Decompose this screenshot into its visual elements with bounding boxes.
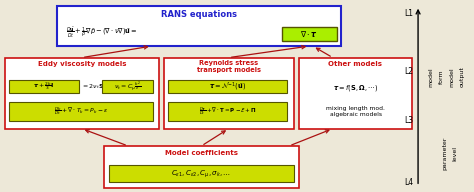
Text: RANS equations: RANS equations (161, 10, 237, 19)
Bar (102, 80, 153, 93)
Bar (57, 6, 341, 46)
Text: $\frac{D\bar{\mathbf{u}}}{Dt} + \frac{1}{\rho}\nabla\bar{p} - (\nabla \cdot \nu\: $\frac{D\bar{\mathbf{u}}}{Dt} + \frac{1}… (66, 25, 138, 40)
Text: Other models: Other models (328, 61, 383, 67)
Bar (168, 80, 287, 93)
Text: output: output (460, 66, 465, 87)
Text: form: form (439, 70, 444, 84)
Text: L3: L3 (404, 117, 413, 125)
Text: L4: L4 (404, 178, 413, 187)
Bar (9, 80, 79, 93)
Text: model: model (429, 67, 434, 87)
Bar (282, 27, 337, 41)
Bar (9, 102, 153, 121)
Text: $\nabla \cdot \boldsymbol{\tau}$: $\nabla \cdot \boldsymbol{\tau}$ (301, 30, 318, 39)
Text: $\boldsymbol{\tau} = f(\mathbf{S}, \boldsymbol{\Omega}, \cdots)$: $\boldsymbol{\tau} = f(\mathbf{S}, \bold… (333, 83, 378, 93)
Bar (104, 146, 299, 188)
Text: $\frac{Dk}{Dt} + \nabla \cdot T_k = P_k - \varepsilon$: $\frac{Dk}{Dt} + \nabla \cdot T_k = P_k … (54, 105, 108, 117)
Text: $\frac{D\boldsymbol{\tau}}{Dt} + \nabla \cdot \mathbf{T} = \mathbf{P} - \boldsym: $\frac{D\boldsymbol{\tau}}{Dt} + \nabla … (199, 105, 256, 117)
Bar (168, 102, 287, 121)
Text: $\nu_t = C_\mu\frac{k^2}{\varepsilon}$: $\nu_t = C_\mu\frac{k^2}{\varepsilon}$ (114, 79, 141, 94)
Text: Model coefficients: Model coefficients (165, 150, 238, 156)
Text: $= 2\nu_t\mathbf{S}$: $= 2\nu_t\mathbf{S}$ (81, 82, 104, 91)
Text: parameter: parameter (442, 137, 447, 170)
Text: mixing length mod.
algebraic models: mixing length mod. algebraic models (326, 106, 385, 117)
Text: L2: L2 (404, 67, 413, 75)
Text: $C_{\varepsilon 1}, C_{\varepsilon 2}, C_\mu, \sigma_k, \ldots$: $C_{\varepsilon 1}, C_{\varepsilon 2}, C… (172, 168, 231, 180)
Bar (164, 58, 294, 129)
Text: level: level (453, 146, 457, 161)
Bar (5, 58, 159, 129)
Text: $\boldsymbol{\tau} = \mathcal{N}^{-1}(\bar{\mathbf{u}})$: $\boldsymbol{\tau} = \mathcal{N}^{-1}(\b… (209, 80, 246, 93)
Text: Eddy viscosity models: Eddy viscosity models (37, 61, 126, 67)
Text: L1: L1 (404, 9, 413, 18)
Text: Reynolds stress
transport models: Reynolds stress transport models (197, 60, 261, 74)
Bar (109, 165, 294, 182)
Bar (299, 58, 412, 129)
Text: model: model (449, 67, 454, 87)
Text: $\boldsymbol{\tau} + \frac{2k}{3}\mathbf{I}$: $\boldsymbol{\tau} + \frac{2k}{3}\mathbf… (33, 80, 55, 92)
